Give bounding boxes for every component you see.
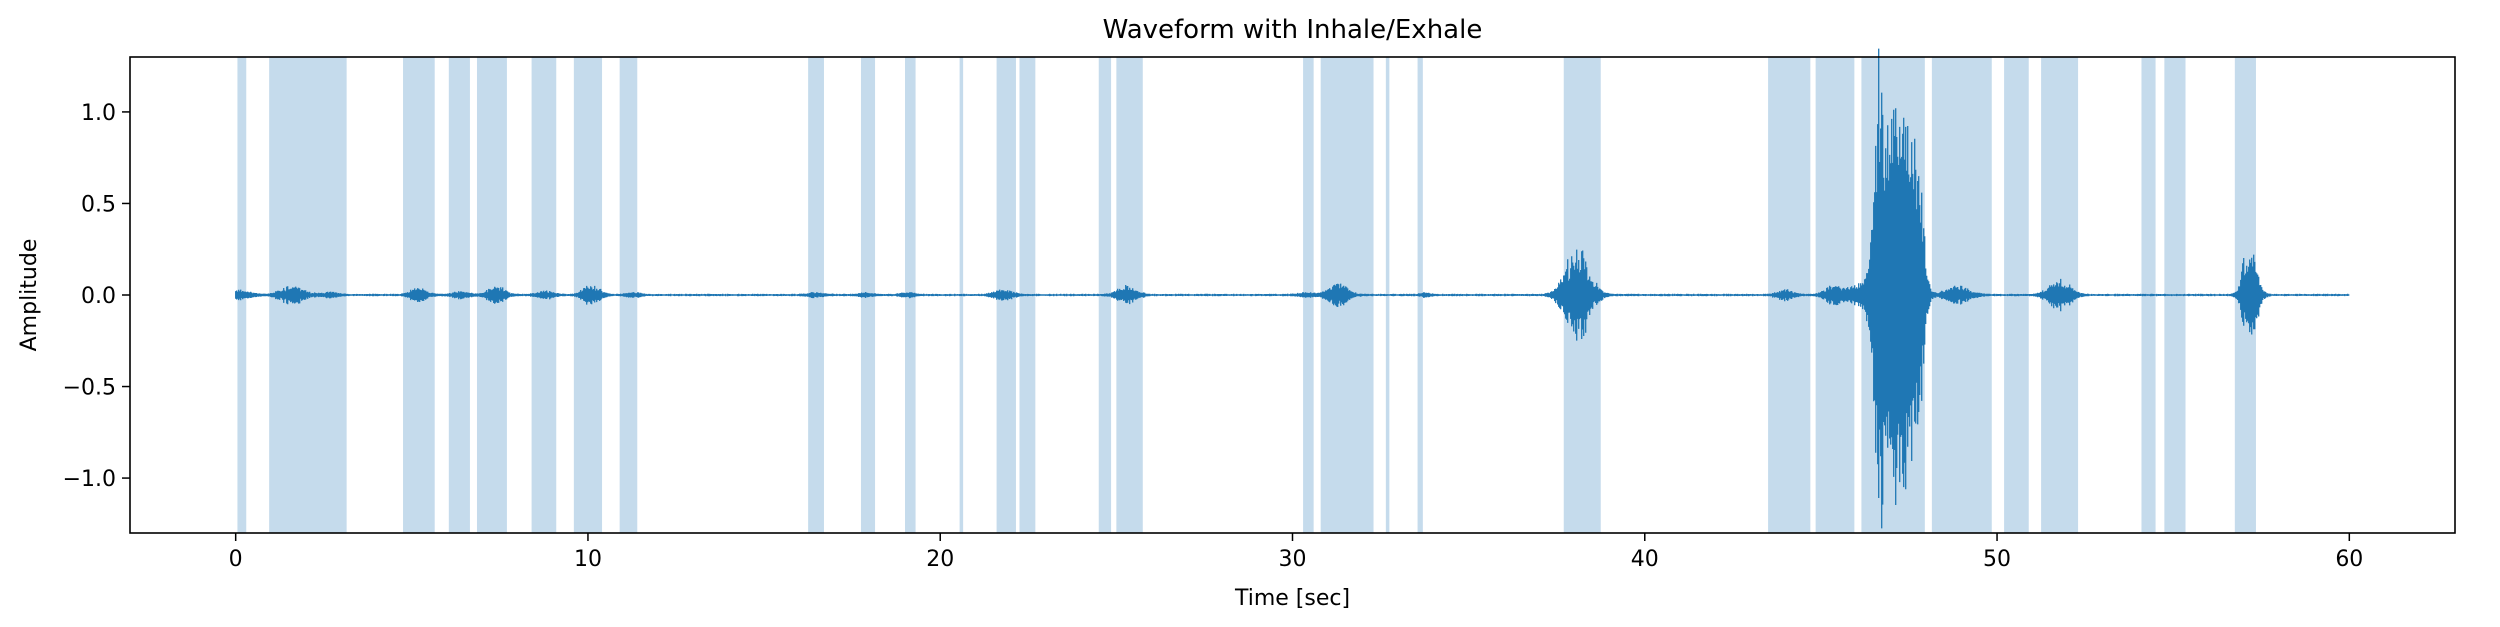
chart-title: Waveform with Inhale/Exhale	[1103, 15, 1483, 45]
y-tick-label: −0.5	[63, 376, 116, 401]
x-tick-label: 60	[2335, 547, 2363, 572]
x-tick-label: 30	[1279, 547, 1307, 572]
x-tick-label: 20	[926, 547, 954, 572]
x-tick-label: 10	[574, 547, 602, 572]
x-tick-label: 0	[229, 547, 243, 572]
x-axis-ticks: 0 10 20 30 40 50 60	[229, 533, 2363, 572]
series-line	[235, 48, 2350, 529]
waveform-series	[235, 48, 2350, 529]
y-tick-label: 1.0	[81, 101, 116, 126]
y-tick-label: −1.0	[63, 467, 116, 492]
x-tick-label: 40	[1631, 547, 1659, 572]
y-tick-label: 0.0	[81, 284, 116, 309]
y-axis-title: Amplitude	[17, 239, 42, 352]
y-axis-ticks: −1.0 −0.5 0.0 0.5 1.0	[63, 101, 130, 492]
y-tick-label: 0.5	[81, 192, 116, 217]
x-axis-title: Time [sec]	[1234, 586, 1350, 611]
x-tick-label: 50	[1983, 547, 2011, 572]
